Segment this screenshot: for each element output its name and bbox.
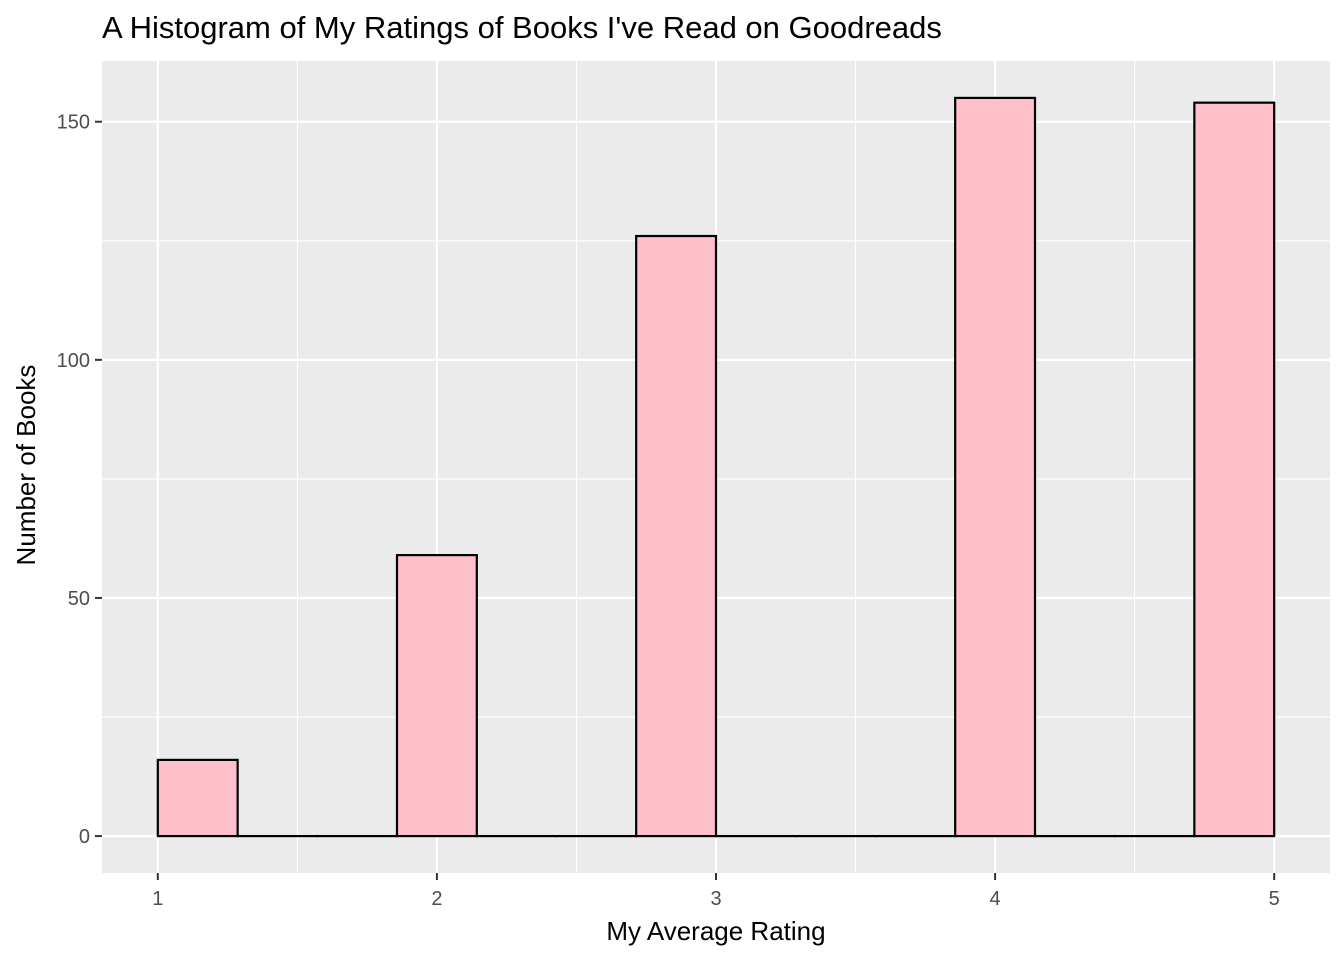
y-axis-title: Number of Books	[11, 365, 41, 566]
x-axis-title: My Average Rating	[606, 916, 825, 946]
y-tick-label: 150	[57, 112, 90, 134]
histogram-bar	[635, 234, 718, 838]
histogram-bar	[156, 758, 239, 838]
x-tick-label: 2	[431, 888, 442, 910]
x-tick-label: 5	[1269, 888, 1280, 910]
x-tick-label: 4	[990, 888, 1001, 910]
y-tick-label: 0	[79, 826, 90, 848]
x-tick-label: 3	[710, 888, 721, 910]
y-tick-label: 100	[57, 350, 90, 372]
histogram-bar	[1193, 101, 1276, 838]
y-tick-label: 50	[68, 588, 90, 610]
histogram-bar	[954, 96, 1037, 838]
x-tick-label: 1	[152, 888, 163, 910]
chart-title: A Histogram of My Ratings of Books I've …	[102, 10, 942, 45]
histogram-bar	[395, 554, 478, 838]
bars	[156, 96, 1276, 838]
